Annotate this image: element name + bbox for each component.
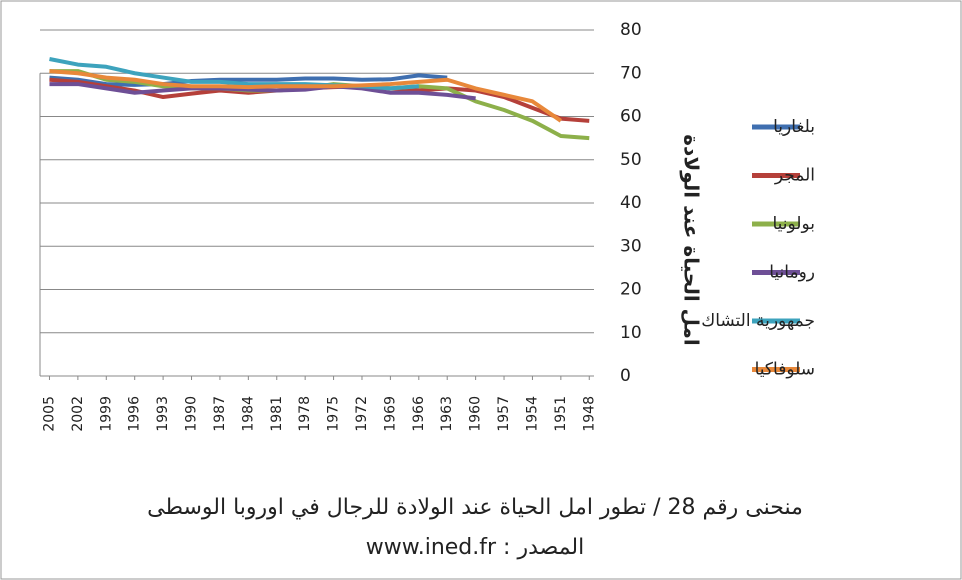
x-tick-label: 1960 <box>468 396 484 432</box>
chart-title: منحنى رقم 28 / تطور امل الحياة عند الولا… <box>147 495 803 520</box>
x-tick-label: 2002 <box>70 396 86 432</box>
x-tick-label: 1999 <box>98 396 114 432</box>
series-line <box>49 69 562 123</box>
y-axis-label: امل الحياة عند الولادة <box>680 134 704 345</box>
y-tick-label: 20 <box>620 280 642 300</box>
y-tick-label: 30 <box>620 236 642 256</box>
x-tick-label: 1951 <box>553 396 569 432</box>
x-tick-label: 1987 <box>212 396 228 432</box>
legend-label: المجر <box>774 166 815 186</box>
x-tick-label: 1948 <box>581 396 597 432</box>
x-tick-label: 1966 <box>411 396 427 432</box>
x-tick-label: 1990 <box>184 396 200 432</box>
x-tick-label: 1978 <box>297 396 313 432</box>
y-tick-label: 80 <box>620 20 642 40</box>
series-line <box>49 82 476 101</box>
x-tick-label: 1981 <box>269 396 285 432</box>
x-tick-label: 1957 <box>496 396 512 432</box>
chart-subtitle: www.ined.fr : المصدر <box>366 535 585 560</box>
y-tick-label: 10 <box>620 323 642 343</box>
legend-label: سلوفاكيا <box>755 360 815 380</box>
x-tick-label: 1996 <box>127 396 143 432</box>
x-tick-label: 1975 <box>326 396 342 432</box>
legend-label: بلغاريا <box>773 117 815 137</box>
y-tick-label: 40 <box>620 193 642 213</box>
x-tick-label: 1969 <box>382 396 398 432</box>
x-tick-label: 1963 <box>439 396 455 432</box>
series-line <box>49 73 448 87</box>
x-tick-label: 2005 <box>41 396 57 432</box>
y-tick-label: 0 <box>620 366 631 386</box>
y-tick-label: 60 <box>620 107 642 127</box>
legend-label: جمهورية التشاك <box>701 311 815 331</box>
y-tick-label: 70 <box>620 63 642 83</box>
x-tick-label: 1954 <box>524 396 540 432</box>
x-tick-label: 1972 <box>354 396 370 432</box>
y-tick-label: 50 <box>620 150 642 170</box>
x-tick-label: 1993 <box>155 396 171 432</box>
legend-label: بولونيا <box>772 214 815 234</box>
legend-label: رومانيا <box>769 263 815 283</box>
x-tick-label: 1984 <box>240 396 256 432</box>
